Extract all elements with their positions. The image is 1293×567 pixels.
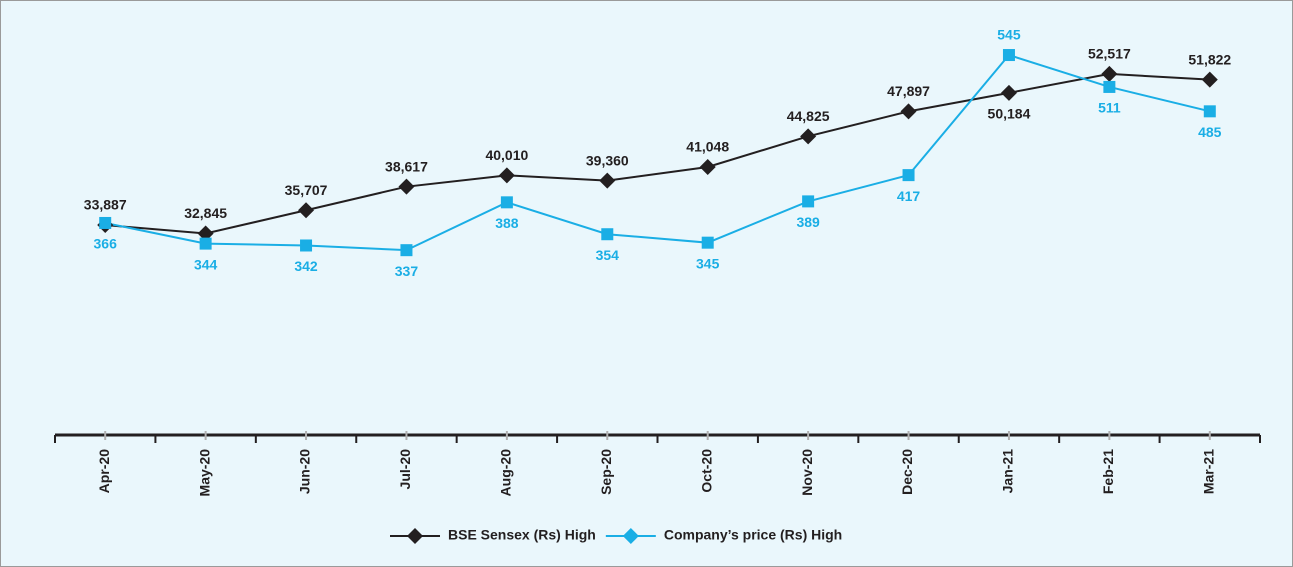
- data-point: [1101, 65, 1118, 82]
- data-point: [900, 103, 917, 120]
- data-point: [1002, 49, 1015, 62]
- x-tick-label: Sep-20: [598, 449, 614, 495]
- legend-label: Company’s price (Rs) High: [664, 527, 842, 543]
- data-label: 51,822: [1188, 51, 1231, 67]
- data-point: [601, 228, 614, 241]
- x-tick-label: Apr-20: [96, 449, 112, 494]
- data-label: 50,184: [988, 106, 1031, 122]
- data-label: 52,517: [1088, 46, 1131, 62]
- x-tick-label: Feb-21: [1100, 449, 1116, 494]
- data-point: [1203, 105, 1216, 118]
- data-label: 47,897: [887, 83, 930, 99]
- data-label: 41,048: [686, 139, 729, 155]
- x-tick-label: Dec-20: [899, 449, 915, 495]
- data-point: [99, 216, 112, 229]
- x-tick-label: Nov-20: [799, 449, 815, 496]
- data-label: 33,887: [84, 197, 127, 213]
- data-point: [1000, 84, 1017, 101]
- data-point: [300, 239, 313, 252]
- data-label: 32,845: [184, 205, 227, 221]
- data-point: [199, 237, 212, 250]
- data-label: 39,360: [586, 152, 629, 168]
- data-label: 485: [1198, 124, 1222, 140]
- x-tick-label: Jan-21: [1000, 449, 1016, 494]
- legend-label: BSE Sensex (Rs) High: [448, 527, 596, 543]
- x-tick-label: Aug-20: [498, 449, 514, 497]
- data-label: 342: [294, 258, 318, 274]
- x-tick-label: Jul-20: [397, 449, 413, 490]
- data-label: 366: [94, 236, 118, 252]
- data-label: 545: [997, 27, 1021, 43]
- data-point: [298, 202, 315, 219]
- data-label: 337: [395, 263, 419, 279]
- data-point: [1201, 71, 1218, 88]
- data-point: [800, 128, 817, 145]
- legend-marker: [407, 528, 423, 544]
- data-label: 344: [194, 256, 218, 272]
- legend-marker: [622, 528, 639, 544]
- data-point: [902, 169, 915, 182]
- data-point: [802, 195, 815, 208]
- data-label: 354: [596, 247, 620, 263]
- data-label: 417: [897, 188, 921, 204]
- x-tick-label: Mar-21: [1200, 449, 1216, 494]
- data-label: 388: [495, 215, 519, 231]
- data-point: [498, 167, 515, 184]
- data-label: 389: [796, 214, 820, 230]
- data-label: 511: [1098, 100, 1121, 116]
- data-point: [398, 178, 415, 195]
- data-point: [197, 225, 214, 242]
- x-tick-label: May-20: [196, 449, 212, 497]
- data-point: [1103, 80, 1116, 93]
- x-tick-label: Oct-20: [698, 449, 714, 493]
- data-label: 40,010: [485, 147, 528, 163]
- data-point: [400, 244, 413, 257]
- data-label: 44,825: [787, 108, 830, 124]
- data-point: [599, 172, 616, 189]
- series-line: [105, 72, 1210, 235]
- series-line: [105, 53, 1211, 252]
- x-tick-label: Jun-20: [297, 449, 313, 494]
- data-label: 35,707: [285, 182, 328, 198]
- data-point: [699, 158, 716, 175]
- data-point: [500, 196, 513, 209]
- data-point: [701, 236, 714, 249]
- data-label: 38,617: [385, 158, 428, 174]
- data-label: 345: [696, 255, 720, 271]
